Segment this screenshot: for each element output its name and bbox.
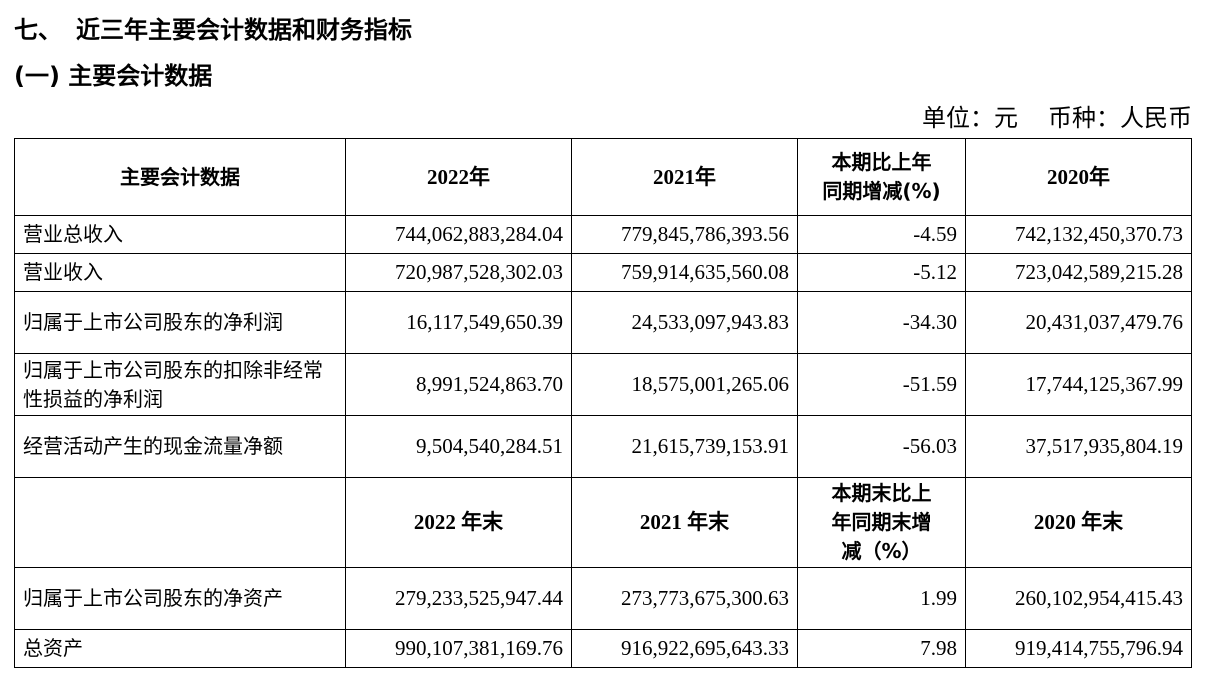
cell-change: 1.99 — [797, 567, 966, 630]
cell-2022: 279,233,525,947.44 — [345, 567, 572, 630]
cell-2022: 8,991,524,863.70 — [345, 353, 572, 416]
table-row: 营业总收入 744,062,883,284.04 779,845,786,393… — [14, 215, 1192, 254]
cell-change: -4.59 — [797, 215, 966, 254]
cell-2021: 21,615,739,153.91 — [571, 415, 798, 478]
cell-2020: 723,042,589,215.28 — [965, 253, 1192, 292]
cell-change: -5.12 — [797, 253, 966, 292]
table-row: 经营活动产生的现金流量净额 9,504,540,284.51 21,615,73… — [14, 415, 1192, 478]
table-row: 总资产 990,107,381,169.76 916,922,695,643.3… — [14, 629, 1192, 668]
cell-2022: 9,504,540,284.51 — [345, 415, 572, 478]
cell-2021: 273,773,675,300.63 — [571, 567, 798, 630]
header2-change-line1: 本期末比上 — [831, 481, 932, 505]
row-label: 经营活动产生的现金流量净额 — [14, 415, 346, 478]
table-header-row: 主要会计数据 2022年 2021年 本期比上年 同期增减(%) 2020年 — [14, 138, 1192, 216]
cell-2020: 17,744,125,367.99 — [965, 353, 1192, 416]
header-2020: 2020年 — [965, 138, 1192, 216]
cell-change: -51.59 — [797, 353, 966, 416]
cell-change: -56.03 — [797, 415, 966, 478]
unit-note: 单位：元 币种：人民币 — [922, 100, 1192, 136]
header2-2022: 2022 年末 — [345, 477, 572, 568]
cell-2021: 24,533,097,943.83 — [571, 291, 798, 354]
header2-change-line2: 年同期末增 — [831, 510, 932, 534]
currency-text: 币种：人民币 — [1048, 104, 1192, 132]
cell-change: -34.30 — [797, 291, 966, 354]
cell-2022: 16,117,549,650.39 — [345, 291, 572, 354]
section-heading: 七、 近三年主要会计数据和财务指标 — [14, 12, 412, 48]
header-change-line2: 同期增减(%) — [822, 179, 941, 203]
cell-2021: 916,922,695,643.33 — [571, 629, 798, 668]
table-row: 归属于上市公司股东的净资产 279,233,525,947.44 273,773… — [14, 567, 1192, 630]
header2-label — [14, 477, 346, 568]
header-change-line1: 本期比上年 — [831, 150, 932, 174]
header-change: 本期比上年 同期增减(%) — [797, 138, 966, 216]
cell-2022: 720,987,528,302.03 — [345, 253, 572, 292]
cell-change: 7.98 — [797, 629, 966, 668]
cell-2020: 260,102,954,415.43 — [965, 567, 1192, 630]
accounting-data-table: 主要会计数据 2022年 2021年 本期比上年 同期增减(%) 2020年 营… — [14, 138, 1192, 668]
header2-2021: 2021 年末 — [571, 477, 798, 568]
subsection-heading: (一) 主要会计数据 — [14, 62, 213, 90]
cell-2020: 742,132,450,370.73 — [965, 215, 1192, 254]
header-2022: 2022年 — [345, 138, 572, 216]
cell-2021: 759,914,635,560.08 — [571, 253, 798, 292]
row-label: 归属于上市公司股东的扣除非经常性损益的净利润 — [14, 353, 346, 416]
cell-2022: 744,062,883,284.04 — [345, 215, 572, 254]
table-row: 营业收入 720,987,528,302.03 759,914,635,560.… — [14, 253, 1192, 292]
row-label: 归属于上市公司股东的净利润 — [14, 291, 346, 354]
header2-change-line3: 减（%） — [841, 539, 922, 563]
cell-2020: 919,414,755,796.94 — [965, 629, 1192, 668]
header-label: 主要会计数据 — [14, 138, 346, 216]
row-label: 归属于上市公司股东的净资产 — [14, 567, 346, 630]
cell-2022: 990,107,381,169.76 — [345, 629, 572, 668]
row-label: 总资产 — [14, 629, 346, 668]
header2-change: 本期末比上 年同期末增 减（%） — [797, 477, 966, 568]
cell-2020: 37,517,935,804.19 — [965, 415, 1192, 478]
section-number: 七、 — [14, 16, 62, 44]
cell-2020: 20,431,037,479.76 — [965, 291, 1192, 354]
table-header-row-period-end: 2022 年末 2021 年末 本期末比上 年同期末增 减（%） 2020 年末 — [14, 477, 1192, 568]
row-label: 营业总收入 — [14, 215, 346, 254]
section-title: 近三年主要会计数据和财务指标 — [76, 16, 412, 44]
table-row: 归属于上市公司股东的净利润 16,117,549,650.39 24,533,0… — [14, 291, 1192, 354]
header-2021: 2021年 — [571, 138, 798, 216]
row-label: 营业收入 — [14, 253, 346, 292]
header2-2020: 2020 年末 — [965, 477, 1192, 568]
unit-text: 单位：元 — [922, 104, 1018, 132]
cell-2021: 18,575,001,265.06 — [571, 353, 798, 416]
table-row: 归属于上市公司股东的扣除非经常性损益的净利润 8,991,524,863.70 … — [14, 353, 1192, 416]
cell-2021: 779,845,786,393.56 — [571, 215, 798, 254]
